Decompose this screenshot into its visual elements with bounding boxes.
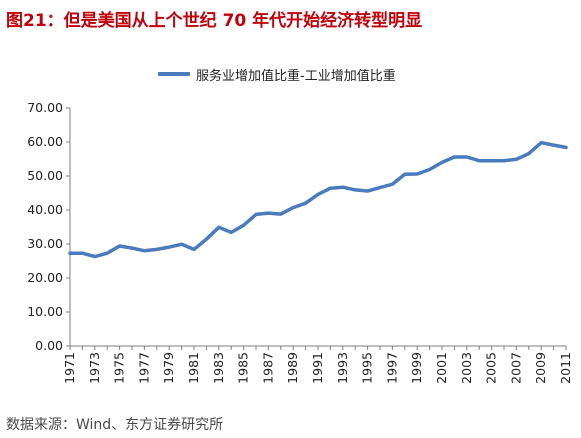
x-tick-label: 1993 <box>335 352 350 384</box>
x-tick-label: 1971 <box>62 352 77 384</box>
series-line <box>68 140 568 259</box>
x-tick-label: 1995 <box>360 352 375 384</box>
y-tick-label: 60.00 <box>27 134 63 149</box>
x-tick-label: 1991 <box>310 352 325 384</box>
y-tick-label: 30.00 <box>27 236 63 251</box>
legend-line-swatch <box>158 72 190 76</box>
x-tick-label: 2009 <box>533 352 548 384</box>
x-tick-label: 1985 <box>236 352 251 384</box>
x-tick-label: 1973 <box>87 352 102 384</box>
x-tick-label: 1983 <box>211 352 226 384</box>
y-tick-label: 40.00 <box>27 202 63 217</box>
x-tick-label: 1977 <box>136 352 151 384</box>
source-note: 数据来源：Wind、东方证券研究所 <box>6 417 224 433</box>
y-tick-label: 50.00 <box>27 168 63 183</box>
legend-label: 服务业增加值比重-工业增加值比重 <box>196 68 396 84</box>
x-tick-label: 2011 <box>558 352 573 384</box>
x-tick-label: 1999 <box>409 352 424 384</box>
x-tick-label: 1981 <box>186 352 201 384</box>
x-tick-label: 1987 <box>260 352 275 384</box>
x-tick-label: 1975 <box>112 352 127 384</box>
x-tick-label: 1979 <box>161 352 176 384</box>
x-tick-label: 2005 <box>484 352 499 384</box>
figure-title: 图21：但是美国从上个世纪 70 年代开始经济转型明显 <box>6 11 423 31</box>
x-tick-label: 1997 <box>384 352 399 384</box>
y-tick-label: 10.00 <box>27 304 63 319</box>
y-tick-label: 70.00 <box>27 100 63 115</box>
x-tick-label: 1989 <box>285 352 300 384</box>
x-tick-label: 2007 <box>508 352 523 384</box>
y-tick-label: 0.00 <box>35 338 63 353</box>
y-tick-label: 20.00 <box>27 270 63 285</box>
x-tick-label: 2001 <box>434 352 449 384</box>
x-tick-label: 2003 <box>459 352 474 384</box>
chart-legend: 服务业增加值比重-工业增加值比重 <box>158 64 396 84</box>
